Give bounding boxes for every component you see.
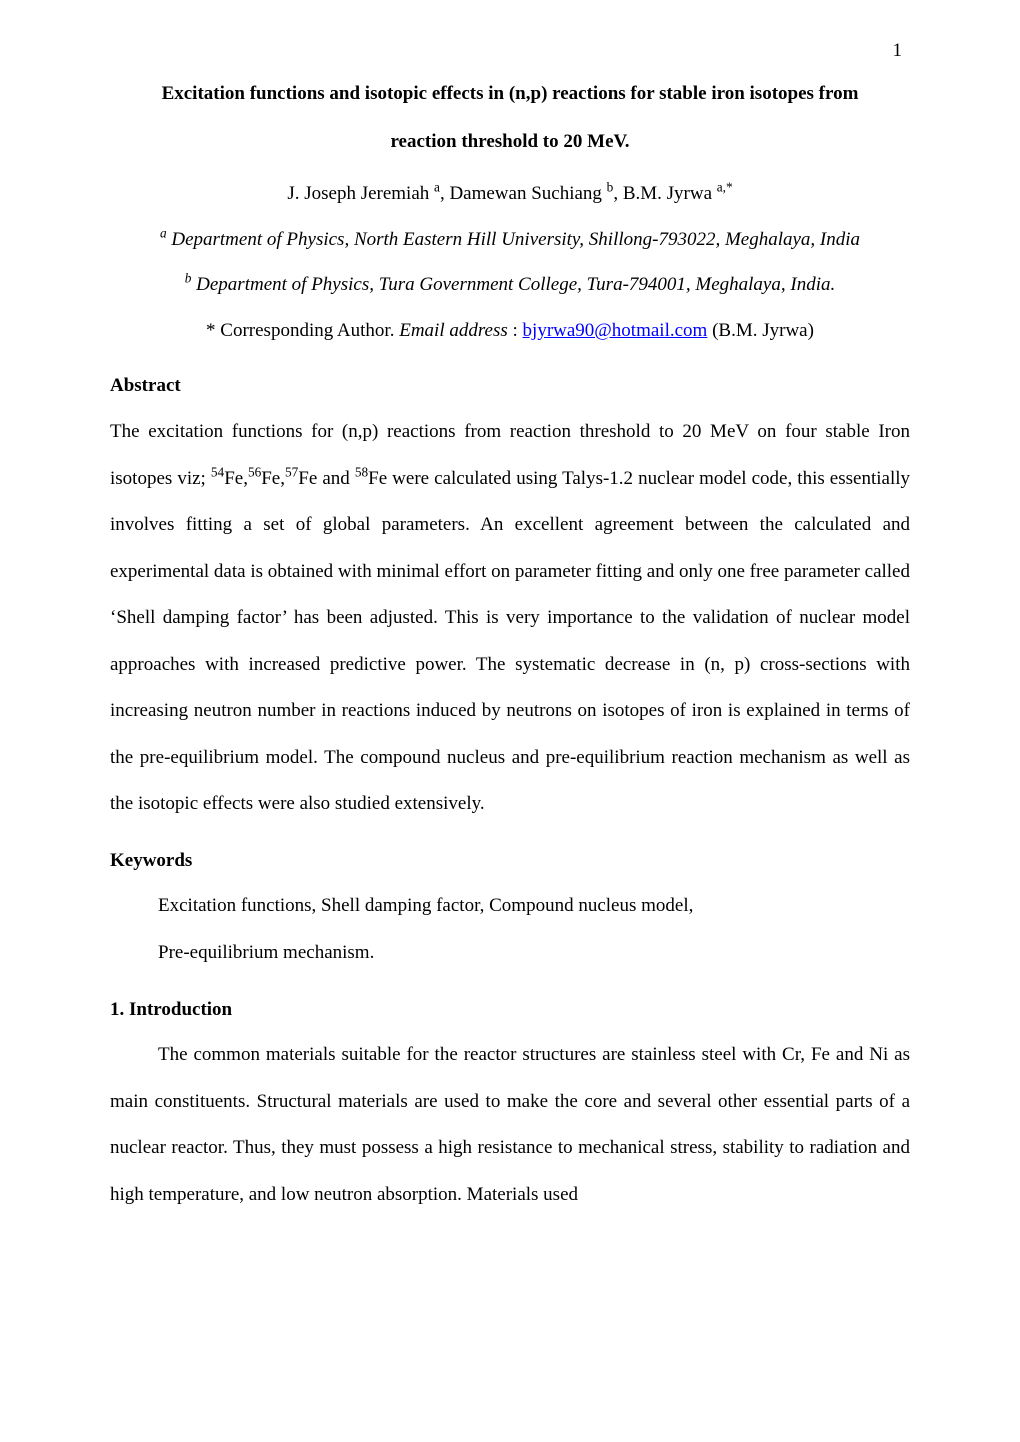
authors-line: J. Joseph Jeremiah a, Damewan Suchiang b…	[110, 171, 910, 217]
page-container: 1 Excitation functions and isotopic effe…	[0, 0, 1020, 1442]
keywords-line-1: Excitation functions, Shell damping fact…	[110, 883, 910, 930]
isotope-sup-54: 54	[211, 464, 224, 479]
author-3-name: B.M. Jyrwa	[623, 183, 717, 204]
abstract-body: The excitation functions for (n,p) react…	[110, 409, 910, 828]
author-sep-1: ,	[440, 183, 450, 204]
abstract-heading: Abstract	[110, 363, 910, 409]
title-line-1: Excitation functions and isotopic effect…	[162, 83, 859, 104]
paper-title: Excitation functions and isotopic effect…	[110, 70, 910, 165]
corresponding-label: Email address	[399, 320, 508, 341]
isotope-sup-56: 56	[248, 464, 261, 479]
corresponding-prefix: * Corresponding Author.	[206, 320, 399, 341]
corresponding-suffix: (B.M. Jyrwa)	[707, 320, 814, 341]
corresponding-sep: :	[508, 320, 523, 341]
affiliation-2: b Department of Physics, Tura Government…	[110, 262, 910, 308]
affiliation-1: a Department of Physics, North Eastern H…	[110, 217, 910, 263]
corresponding-email-link[interactable]: bjyrwa90@hotmail.com	[523, 320, 708, 341]
abstract-seg-4: Fe and	[298, 468, 355, 489]
keywords-line-2: Pre-equilibrium mechanism.	[110, 930, 910, 977]
introduction-body: The common materials suitable for the re…	[110, 1032, 910, 1218]
introduction-heading: 1. Introduction	[110, 987, 910, 1033]
isotope-sup-57: 57	[285, 464, 298, 479]
page-number: 1	[893, 40, 903, 62]
title-line-2: reaction threshold to 20 MeV.	[390, 131, 629, 152]
abstract-seg-2: Fe,	[224, 468, 248, 489]
author-sep-2: ,	[613, 183, 623, 204]
author-2-name: Damewan Suchiang	[449, 183, 606, 204]
affiliation-2-text: Department of Physics, Tura Government C…	[191, 274, 835, 295]
keywords-heading: Keywords	[110, 838, 910, 884]
isotope-sup-58: 58	[355, 464, 368, 479]
author-1-name: J. Joseph Jeremiah	[287, 183, 434, 204]
corresponding-author-line: * Corresponding Author. Email address : …	[110, 308, 910, 354]
affiliation-1-sup: a	[160, 225, 167, 240]
author-3-affil-sup: a,*	[717, 180, 733, 195]
affiliation-1-text: Department of Physics, North Eastern Hil…	[167, 229, 860, 250]
abstract-seg-3: Fe,	[261, 468, 285, 489]
abstract-seg-5: Fe were calculated using Talys-1.2 nucle…	[110, 468, 910, 815]
